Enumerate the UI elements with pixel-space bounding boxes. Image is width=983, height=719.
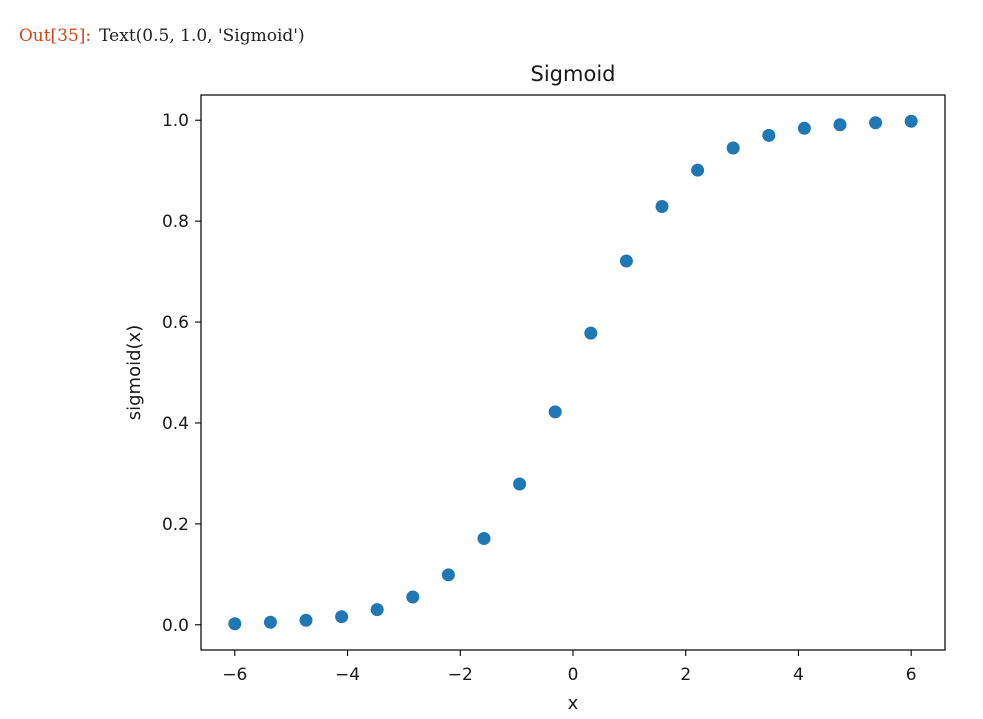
y-tick-label: 1.0 — [162, 111, 189, 131]
x-axis-label: x — [568, 693, 579, 714]
y-tick-label: 0.6 — [162, 313, 189, 333]
x-axis-ticks: −6 −4 −2 0 2 4 6 — [222, 650, 917, 685]
data-point — [726, 141, 740, 155]
data-point — [335, 610, 349, 624]
data-point — [548, 405, 562, 419]
y-tick-label: 0.8 — [162, 212, 189, 232]
data-point — [477, 531, 491, 545]
x-tick-label: −6 — [222, 665, 247, 685]
x-tick-label: −2 — [448, 665, 473, 685]
y-tick-label: 0.0 — [162, 616, 189, 636]
data-point — [797, 121, 811, 135]
x-tick-label: 2 — [680, 665, 691, 685]
data-point — [691, 163, 705, 177]
scatter-points — [228, 114, 918, 631]
data-point — [513, 477, 527, 491]
x-tick-label: 4 — [793, 665, 804, 685]
data-point — [869, 116, 883, 130]
y-tick-label: 0.2 — [162, 515, 189, 535]
data-point — [904, 114, 918, 128]
data-point — [406, 590, 420, 604]
output-prompt: Out[35]: — [18, 26, 92, 46]
x-tick-label: −4 — [335, 665, 360, 685]
data-point — [584, 326, 598, 340]
data-point — [228, 617, 242, 631]
y-tick-label: 0.4 — [162, 414, 189, 434]
data-point — [299, 613, 313, 627]
output-text: Text(0.5, 1.0, 'Sigmoid') — [99, 26, 305, 46]
y-axis-ticks: 0.0 0.2 0.4 0.6 0.8 1.0 — [162, 111, 201, 636]
y-axis-label: sigmoid(x) — [124, 325, 145, 420]
data-point — [833, 118, 847, 132]
data-point — [655, 200, 669, 214]
data-point — [619, 254, 633, 268]
axes-frame — [200, 94, 946, 651]
data-point — [263, 615, 277, 629]
data-point — [762, 128, 776, 142]
data-point — [441, 568, 455, 582]
chart-title: Sigmoid — [531, 62, 616, 86]
cell-output-line: Out[35]: Text(0.5, 1.0, 'Sigmoid') — [8, 6, 305, 46]
x-tick-label: 0 — [568, 665, 579, 685]
x-tick-label: 6 — [906, 665, 917, 685]
data-point — [370, 603, 384, 617]
